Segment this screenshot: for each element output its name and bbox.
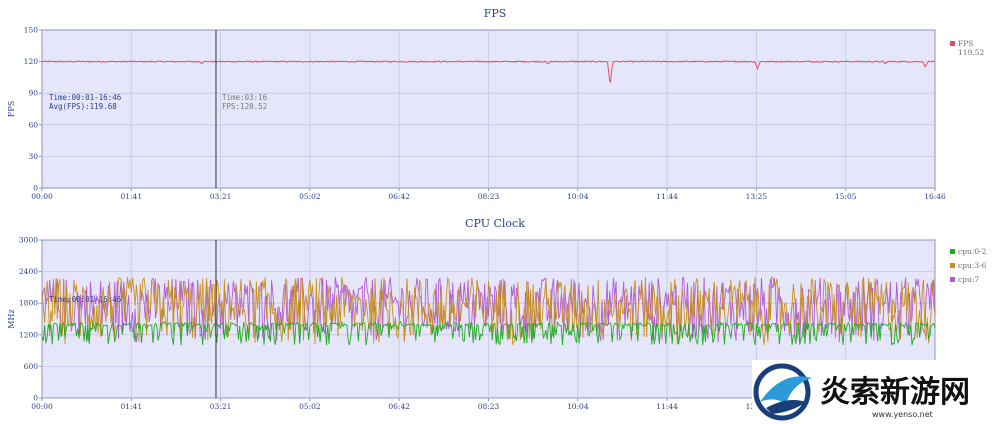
fps-y-axis-label: FPS xyxy=(7,101,16,117)
fps-x-tick-label: 16:46 xyxy=(924,192,946,201)
fps-x-tick-label: 01:41 xyxy=(120,192,142,201)
cpu-x-tick-label: 00:00 xyxy=(31,402,53,411)
cpu-legend-swatch xyxy=(950,277,955,282)
fps-y-tick-label: 150 xyxy=(24,26,39,35)
fps-series-line xyxy=(41,60,936,84)
watermark-logo xyxy=(753,363,812,421)
cpu-x-tick-label: 11:44 xyxy=(656,402,678,411)
cpu-series-line-cpu-7 xyxy=(41,276,936,343)
cpu-legend: cpu:0-2 cpu:3-6 cpu:7 xyxy=(950,247,987,284)
watermark-text: 炎索新游网 xyxy=(820,375,970,410)
fps-x-tick-label: 00:00 xyxy=(31,192,53,201)
cpu-y-tick-label: 2400 xyxy=(19,267,38,276)
fps-x-tick-label: 06:42 xyxy=(388,192,410,201)
fps-x-tick-label: 05:02 xyxy=(299,192,321,201)
fps-y-tick-label: 60 xyxy=(28,120,38,129)
fps-x-tick-label: 13:25 xyxy=(746,192,768,201)
cpu-x-tick-label: 08:23 xyxy=(478,402,500,411)
fps-y-tick-label: 120 xyxy=(24,57,39,66)
fps-y-tick-label: 0 xyxy=(33,184,38,193)
cpu-y-ticks: 0 600 1200 1800 2400 3000 xyxy=(19,236,42,403)
fps-x-tick-label: 03:21 xyxy=(210,192,232,201)
fps-y-tick-label: 90 xyxy=(28,89,38,98)
cpu-legend-swatch xyxy=(950,263,955,268)
fps-x-tick-label: 10:04 xyxy=(567,192,589,201)
fps-x-ticks: 00:00 01:41 03:21 05:02 06:42 08:23 10:04 11:44… xyxy=(31,188,946,201)
cpu-y-tick-label: 1200 xyxy=(19,330,38,339)
cpu-y-tick-label: 1800 xyxy=(19,299,38,308)
cpu-x-tick-label: 05:02 xyxy=(299,402,321,411)
fps-legend-swatch xyxy=(950,41,955,46)
cpu-series-line-cpu-3-6 xyxy=(41,276,936,346)
cpu-legend-swatch xyxy=(950,249,955,254)
fps-chart: FPS 0 30 60 90 120 150 00:00 01:41 03:21 05:02 06… xyxy=(7,7,984,201)
fps-y-ticks: 0 30 60 90 120 150 xyxy=(24,26,42,193)
cpu-x-tick-label: 10:04 xyxy=(567,402,589,411)
cpu-legend-label[interactable]: cpu:0-2 xyxy=(958,247,987,256)
cpu-series-lines xyxy=(41,276,936,346)
fps-x-tick-label: 15:05 xyxy=(835,192,857,201)
fps-grid xyxy=(42,30,935,188)
watermark: 炎索新游网 www.yenso.net xyxy=(752,360,1000,424)
cpu-summary-time: Time:00:01-16:46 xyxy=(49,295,122,304)
cpu-x-tick-label: 03:21 xyxy=(210,402,232,411)
fps-cursor-value: FPS:120.52 xyxy=(222,102,267,111)
fps-x-tick-label: 11:44 xyxy=(656,192,678,201)
cpu-y-tick-label: 0 xyxy=(33,394,38,403)
cpu-chart-title: CPU Clock xyxy=(465,217,525,230)
fps-summary-time: Time:00:01-16:46 xyxy=(49,93,122,102)
cpu-y-axis-label: MHz xyxy=(7,309,16,328)
cpu-series-line-cpu-0-2 xyxy=(41,320,936,346)
fps-chart-title: FPS xyxy=(484,7,507,20)
fps-cursor-time: Time:03:16 xyxy=(222,93,268,102)
cpu-y-tick-label: 3000 xyxy=(19,236,38,245)
watermark-url: www.yenso.net xyxy=(872,410,933,419)
fps-x-tick-label: 08:23 xyxy=(478,192,500,201)
cpu-legend-label[interactable]: cpu:7 xyxy=(958,275,979,284)
fps-y-tick-label: 30 xyxy=(28,152,38,161)
cpu-x-tick-label: 01:41 xyxy=(120,402,142,411)
cpu-y-tick-label: 600 xyxy=(24,362,39,371)
fps-legend-value: 119.52 xyxy=(958,48,984,57)
cpu-legend-label[interactable]: cpu:3-6 xyxy=(958,261,987,270)
fps-summary-avg: Avg(FPS):119.68 xyxy=(49,102,117,111)
fps-legend-label[interactable]: FPS xyxy=(958,39,973,48)
cpu-x-tick-label: 06:42 xyxy=(388,402,410,411)
